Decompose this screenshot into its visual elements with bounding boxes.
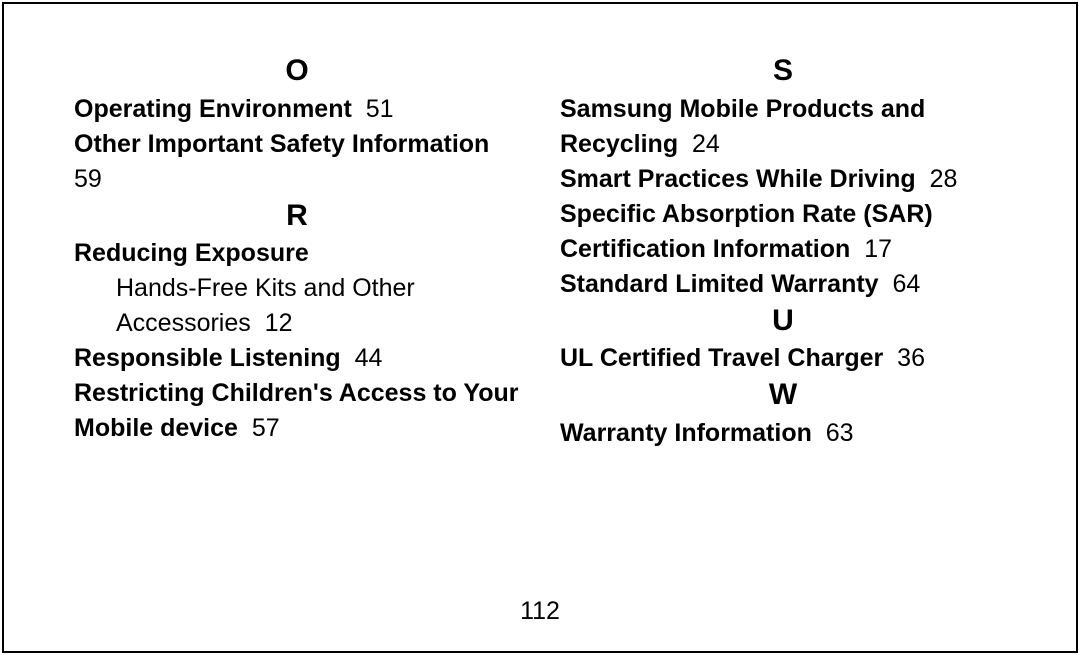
index-page: O Operating Environment 51 Other Importa… [2, 2, 1078, 653]
index-entry: Operating Environment 51 [74, 92, 520, 127]
section-letter-s: S [560, 52, 1006, 90]
entry-page: 57 [245, 414, 280, 442]
index-entry: Samsung Mobile Products and Recycling 24 [560, 92, 1006, 162]
entry-page: 59 [74, 165, 102, 193]
entry-page: 17 [857, 235, 892, 263]
page-number: 112 [4, 597, 1076, 626]
entry-title: Responsible Listening [74, 344, 341, 372]
index-entry: Warranty Information 63 [560, 416, 1006, 451]
entry-page: 44 [348, 344, 383, 372]
entry-page: 24 [685, 130, 720, 158]
entry-title: Other Important Safety Information [74, 130, 489, 158]
columns-container: O Operating Environment 51 Other Importa… [74, 52, 1006, 451]
subentry-page: 12 [258, 309, 293, 337]
left-column: O Operating Environment 51 Other Importa… [74, 52, 520, 451]
index-subentry: Hands-Free Kits and Other Accessories 12 [74, 271, 520, 341]
entry-title: Warranty Information [560, 419, 812, 447]
right-column: S Samsung Mobile Products and Recycling … [560, 52, 1006, 451]
section-letter-r: R [74, 197, 520, 235]
index-entry: Responsible Listening 44 [74, 341, 520, 376]
entry-title: Samsung Mobile Products and Recycling [560, 95, 925, 158]
entry-page: 28 [923, 165, 958, 193]
entry-title: Standard Limited Warranty [560, 270, 879, 298]
entry-title: Reducing Exposure [74, 239, 309, 267]
entry-page: 64 [886, 270, 921, 298]
index-entry: Reducing Exposure [74, 236, 520, 271]
index-entry: Specific Absorption Rate (SAR) Certifica… [560, 197, 1006, 267]
entry-title: Restricting Children's Access to Your Mo… [74, 379, 518, 442]
section-letter-w: W [560, 376, 1006, 414]
entry-title: Smart Practices While Driving [560, 165, 916, 193]
section-letter-u: U [560, 302, 1006, 340]
entry-title: Operating Environment [74, 95, 352, 123]
index-entry: Standard Limited Warranty 64 [560, 267, 1006, 302]
entry-title: UL Certified Travel Charger [560, 344, 883, 372]
entry-page: 36 [890, 344, 925, 372]
entry-page: 51 [359, 95, 394, 123]
index-entry: Smart Practices While Driving 28 [560, 162, 1006, 197]
index-entry: Other Important Safety Information 59 [74, 127, 520, 197]
section-letter-o: O [74, 52, 520, 90]
index-entry: UL Certified Travel Charger 36 [560, 341, 1006, 376]
index-entry: Restricting Children's Access to Your Mo… [74, 376, 520, 446]
entry-page: 63 [819, 419, 854, 447]
